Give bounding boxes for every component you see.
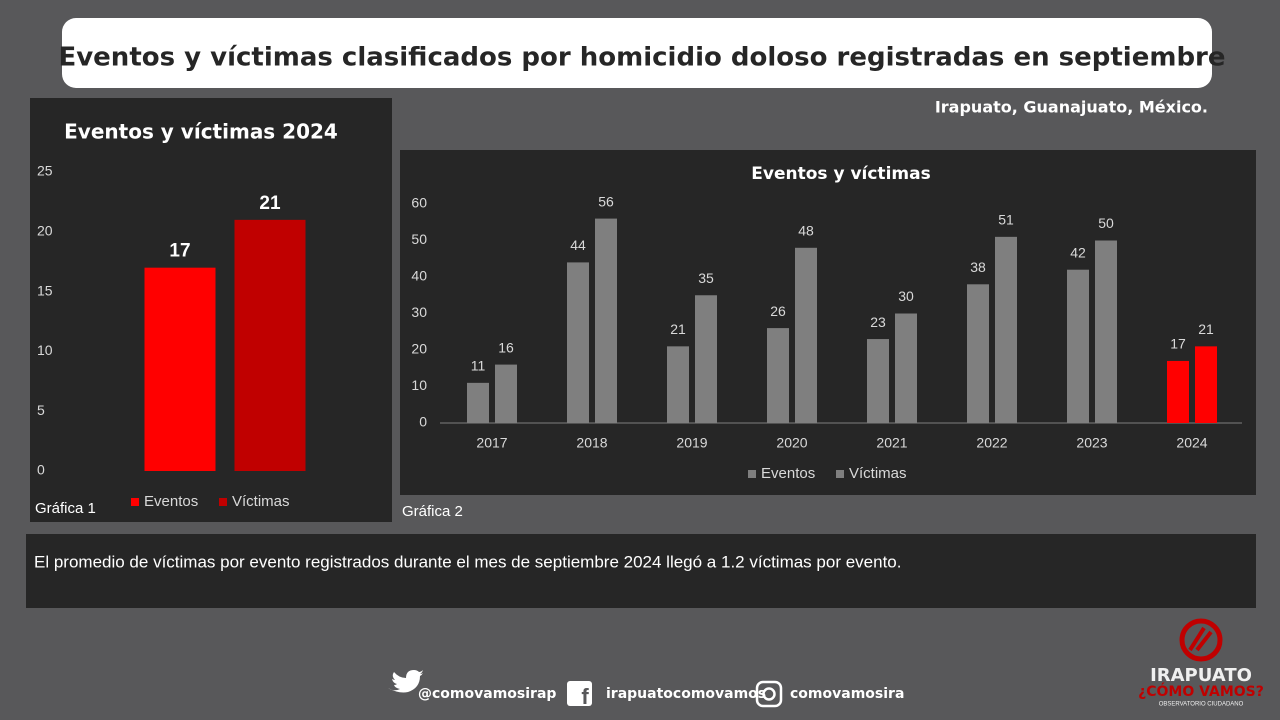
note-box — [26, 534, 1256, 608]
footer: @comovamosirap f irapuatocomovamos comov… — [388, 670, 904, 709]
logo-tagline: ¿CÓMO VAMOS? — [1138, 682, 1264, 700]
data-label: 35 — [698, 270, 714, 286]
bar — [667, 346, 689, 423]
instagram-lens — [762, 687, 776, 701]
location: Irapuato, Guanajuato, México. — [935, 98, 1208, 117]
data-label: 16 — [498, 339, 514, 355]
data-label: 38 — [970, 259, 986, 275]
y-tick-label: 30 — [411, 304, 427, 320]
chart-panel — [400, 150, 1256, 495]
bar — [967, 284, 989, 423]
instagram-handle[interactable]: comovamosira — [790, 686, 904, 702]
bar — [467, 382, 489, 423]
x-tick-label: 2021 — [876, 435, 907, 451]
bar — [567, 262, 589, 423]
legend-label: Eventos — [144, 493, 198, 510]
logo-name: IRAPUATO — [1150, 665, 1252, 686]
data-label: 44 — [570, 237, 586, 253]
y-tick-label: 40 — [411, 268, 427, 284]
title-box — [62, 18, 1212, 88]
legend-label: Víctimas — [232, 493, 290, 510]
data-label: 11 — [471, 358, 486, 374]
data-label: 50 — [1098, 215, 1114, 231]
legend-label: Eventos — [761, 465, 815, 482]
y-tick-label: 60 — [411, 195, 427, 211]
twitter-icon — [388, 670, 423, 693]
twitter-handle[interactable]: @comovamosirap — [418, 686, 556, 702]
facebook-glyph: f — [581, 684, 589, 709]
data-label: 17 — [169, 241, 190, 262]
x-tick-label: 2019 — [676, 435, 707, 451]
x-tick-label: 2017 — [476, 435, 507, 451]
data-label: 30 — [898, 288, 914, 304]
logo-icon — [1179, 618, 1223, 662]
bar — [595, 218, 617, 423]
y-tick-label: 50 — [411, 231, 427, 247]
bar — [995, 236, 1017, 423]
x-tick-label: 2022 — [976, 435, 1007, 451]
bar — [1167, 360, 1189, 423]
slide-title: Eventos y víctimas clasificados por homi… — [58, 43, 1225, 73]
data-label: 26 — [770, 303, 786, 319]
data-label: 23 — [870, 314, 886, 330]
legend-swatch — [131, 498, 139, 506]
data-label: 21 — [1198, 321, 1214, 337]
bar — [1195, 346, 1217, 423]
bar — [695, 295, 717, 423]
facebook-icon — [567, 681, 592, 706]
data-label: 42 — [1070, 244, 1086, 260]
chart-caption: Gráfica 1 — [35, 500, 96, 517]
y-tick-label: 25 — [37, 163, 53, 179]
logo-subtitle: OBSERVATORIO CIUDADANO — [1159, 702, 1244, 708]
facebook-handle[interactable]: irapuatocomovamos — [606, 686, 766, 702]
legend-label: Víctimas — [849, 465, 907, 482]
bar — [234, 219, 306, 471]
bar — [144, 267, 216, 471]
y-tick-label: 10 — [411, 377, 427, 393]
legend-swatch — [219, 498, 227, 506]
x-tick-label: 2024 — [1176, 435, 1207, 451]
bar — [1067, 269, 1089, 423]
bar — [495, 364, 517, 423]
bar — [795, 247, 817, 423]
x-tick-label: 2020 — [776, 435, 807, 451]
bar — [1095, 240, 1117, 423]
chart-caption: Gráfica 2 — [402, 503, 463, 520]
y-tick-label: 0 — [37, 462, 45, 478]
y-tick-label: 20 — [37, 223, 53, 239]
y-tick-label: 10 — [37, 342, 53, 358]
x-tick-label: 2018 — [576, 435, 607, 451]
bar — [867, 339, 889, 423]
data-label: 21 — [259, 193, 281, 214]
data-label: 17 — [1170, 336, 1186, 352]
y-tick-label: 5 — [37, 402, 45, 418]
x-tick-label: 2023 — [1076, 435, 1107, 451]
data-label: 21 — [670, 321, 686, 337]
data-label: 48 — [798, 223, 814, 239]
chart-title: Eventos y víctimas 2024 — [64, 120, 338, 144]
chart-title: Eventos y víctimas — [751, 164, 930, 184]
bar — [767, 328, 789, 423]
y-tick-label: 20 — [411, 341, 427, 357]
legend-swatch — [748, 470, 756, 478]
note: El promedio de víctimas por evento regis… — [34, 552, 901, 571]
instagram-icon — [755, 680, 783, 708]
y-tick-label: 0 — [419, 414, 427, 430]
legend-swatch — [836, 470, 844, 478]
bar — [895, 313, 917, 423]
y-tick-label: 15 — [37, 282, 53, 298]
logo: IRAPUATO ¿CÓMO VAMOS? OBSERVATORIO CIUDA… — [1138, 618, 1264, 708]
data-label: 51 — [998, 212, 1014, 228]
data-label: 56 — [598, 193, 614, 209]
logo-mark — [1188, 626, 1213, 652]
